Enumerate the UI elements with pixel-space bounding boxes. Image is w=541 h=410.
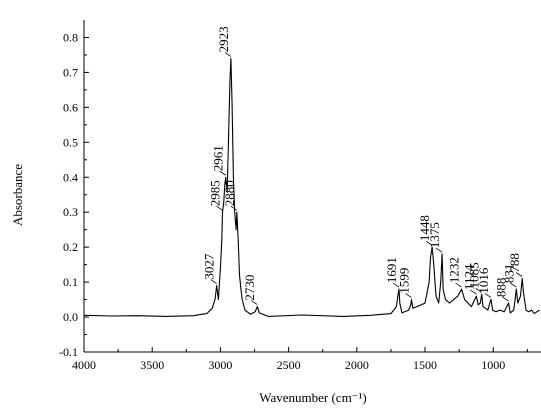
peak-label: 2880 [222,180,237,206]
plot-area [83,20,541,353]
y-tick-label: 0.4 [63,170,78,184]
y-tick-label: 0.5 [63,135,78,149]
peak-label: 1016 [476,267,491,294]
peak-label: 1448 [417,215,432,241]
peak-label: 1232 [447,257,462,283]
peak-label: 2961 [211,145,226,171]
y-tick-label: 0.3 [63,205,78,219]
x-tick-label: 2000 [345,358,369,372]
peak-leader-line [470,289,477,295]
peak-label: 788 [507,253,522,273]
peak-label: 831 [501,264,516,284]
y-tick-label: -0.1 [59,345,78,359]
spectrum-line [84,57,540,317]
peak-label: 888 [493,278,508,298]
y-tick-label: 0.2 [63,240,78,254]
peak-label: 3027 [202,253,217,280]
peak-label: 1599 [396,268,411,294]
peak-leader-line [515,272,523,277]
peak-leader-line [251,300,258,305]
x-tick-label: 3000 [208,358,232,372]
peak-leader-line [230,205,238,211]
peak-leader-line [435,247,443,253]
peak-label: 2923 [216,26,231,52]
peak-leader-line [224,52,232,57]
peak-leader-line [502,296,509,302]
x-axis: 4000 3500 3000 2500 2000 1500 1000 [72,347,528,372]
peak-leader-line [475,288,482,293]
y-tick-label: 0.8 [63,30,78,44]
y-tick-label: 0.0 [63,310,78,324]
peak-leader-line [484,293,492,298]
peak-leader-line [210,279,217,284]
peak-label: 2730 [242,275,257,301]
x-tick-label: 1500 [413,358,437,372]
y-tick-label: 0.6 [63,100,78,114]
peak-leader-line [216,205,223,211]
peak-label: 1085 [467,262,482,288]
y-axis-title: Absorbance [10,164,25,226]
y-tick-label: 0.7 [63,65,78,79]
peak-leader-line [219,170,226,176]
x-tick-label: 1000 [481,358,505,372]
peak-label: 2985 [207,180,222,206]
y-axis: -0.1 0.0 0.1 0.2 0.3 0.4 0.5 0.6 0.7 0.8 [59,30,89,359]
peak-leader-line [425,240,433,246]
x-tick-label: 3500 [140,358,164,372]
peak-leader-line [510,282,517,288]
peak-leader-line [392,282,400,288]
peak-leader-line [405,293,412,298]
y-tick-label: 0.1 [63,275,78,289]
x-tick-label: 2500 [277,358,301,372]
x-axis-title: Wavenumber (cm⁻¹) [259,390,367,405]
peak-leader-line [455,282,462,288]
peak-label: 1124 [461,264,476,290]
peak-label: 1691 [384,257,399,283]
spectrum-series [84,57,540,317]
peak-label: 1375 [427,222,442,248]
x-tick-label: 4000 [72,358,96,372]
